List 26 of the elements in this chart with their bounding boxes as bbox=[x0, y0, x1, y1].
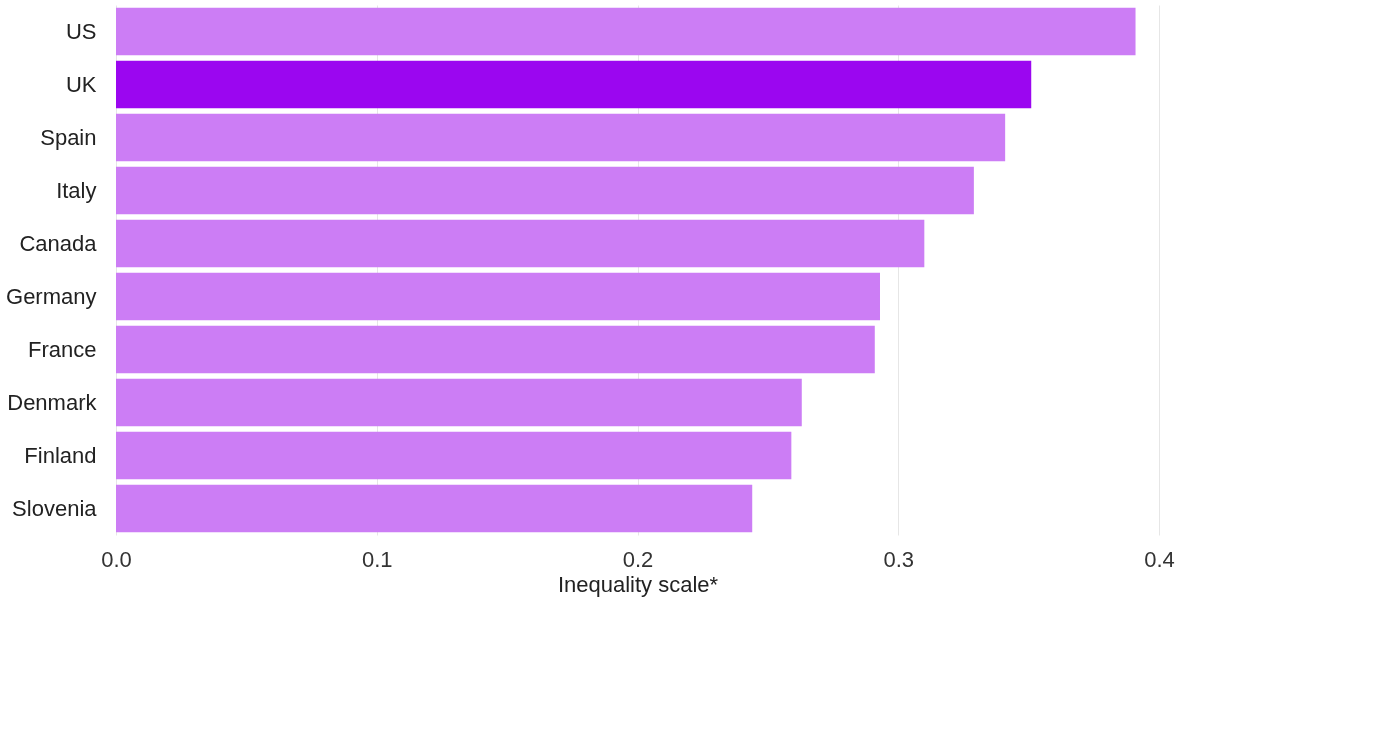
y-tick-label: Germany bbox=[6, 283, 97, 309]
y-tick-label: Canada bbox=[19, 230, 98, 256]
y-tick-label: US bbox=[65, 18, 97, 44]
y-tick-label: Slovenia bbox=[12, 495, 98, 521]
bar bbox=[116, 219, 925, 268]
x-tick-label: 0.3 bbox=[883, 546, 915, 572]
bar bbox=[116, 166, 974, 215]
x-tick-label: 0.4 bbox=[1144, 546, 1175, 572]
y-tick-label: France bbox=[28, 336, 97, 362]
bar bbox=[116, 272, 880, 321]
x-tick-label: 0.2 bbox=[622, 546, 654, 572]
bar bbox=[116, 484, 753, 533]
bar bbox=[116, 113, 1006, 162]
y-tick-label: Spain bbox=[40, 124, 97, 150]
x-tick-label: 0.1 bbox=[361, 546, 393, 572]
bar bbox=[116, 7, 1136, 56]
y-tick-label: UK bbox=[65, 71, 97, 97]
y-tick-label: Denmark bbox=[7, 389, 98, 415]
x-tick-label: 0.0 bbox=[101, 546, 132, 572]
y-tick-label: Italy bbox=[56, 177, 97, 203]
bar bbox=[116, 60, 1032, 109]
bar bbox=[116, 431, 792, 480]
y-tick-label: Finland bbox=[24, 442, 97, 468]
bar bbox=[116, 378, 802, 427]
x-axis-title: Inequality scale* bbox=[557, 571, 719, 597]
bar bbox=[116, 325, 875, 374]
